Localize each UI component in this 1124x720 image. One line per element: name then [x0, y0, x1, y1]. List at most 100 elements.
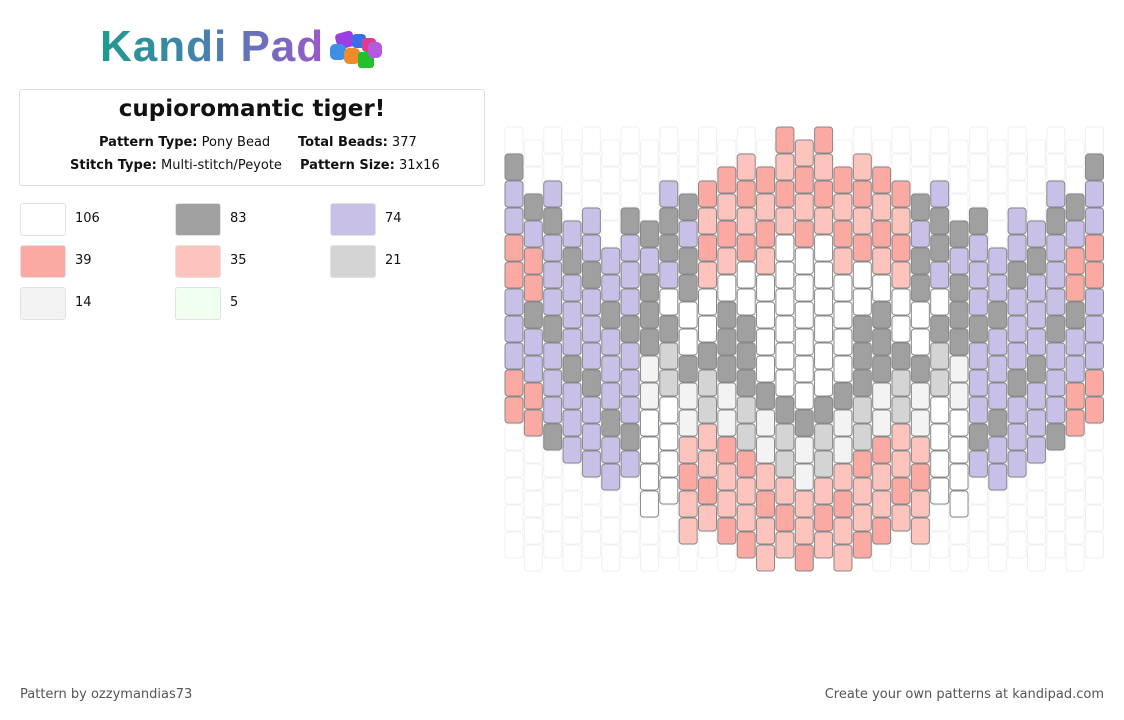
empty-bead — [1007, 504, 1027, 532]
bead — [794, 463, 814, 491]
bead — [736, 153, 756, 181]
empty-bead — [988, 517, 1008, 545]
bead — [639, 301, 659, 329]
empty-bead — [1085, 531, 1104, 559]
site-link[interactable]: Create your own patterns at kandipad.com — [824, 687, 1104, 702]
bead — [968, 423, 988, 451]
bead — [910, 463, 930, 491]
bead — [833, 220, 853, 248]
bead — [930, 261, 950, 289]
info-label: Stitch Type: — [70, 158, 157, 173]
empty-bead — [930, 504, 950, 532]
bead — [659, 288, 679, 316]
bead — [775, 126, 795, 154]
bead — [833, 193, 853, 221]
empty-bead — [581, 504, 601, 532]
bead — [930, 342, 950, 370]
bead — [756, 463, 776, 491]
logo[interactable]: Kandi Pad — [100, 22, 325, 71]
bead — [775, 288, 795, 316]
bead — [833, 517, 853, 545]
bead — [620, 396, 640, 424]
bead — [794, 328, 814, 356]
bead — [852, 531, 872, 559]
empty-bead — [717, 544, 737, 572]
empty-bead — [1046, 504, 1066, 532]
bead — [988, 436, 1008, 464]
color-count: 21 — [385, 253, 402, 268]
empty-bead — [988, 166, 1008, 194]
empty-bead — [523, 436, 543, 464]
empty-bead — [543, 450, 563, 478]
empty-bead — [1085, 423, 1104, 451]
bead — [698, 423, 717, 451]
bead — [620, 423, 640, 451]
empty-bead — [581, 531, 601, 559]
bead — [698, 288, 717, 316]
bead — [910, 355, 930, 383]
bead — [968, 342, 988, 370]
bead — [717, 193, 737, 221]
bead — [852, 288, 872, 316]
color-count: 106 — [75, 211, 100, 226]
bead — [678, 382, 698, 410]
bead — [1085, 207, 1104, 235]
empty-bead — [949, 544, 969, 572]
bead — [949, 436, 969, 464]
bead — [678, 409, 698, 437]
bead — [891, 477, 911, 505]
bead — [736, 261, 756, 289]
bead — [581, 369, 601, 397]
info-value: 377 — [391, 135, 417, 150]
bead — [1007, 369, 1027, 397]
bead — [1085, 234, 1104, 262]
bead — [678, 274, 698, 302]
bead — [698, 207, 717, 235]
empty-bead — [1046, 531, 1066, 559]
bead — [949, 328, 969, 356]
bead — [1007, 234, 1027, 262]
bead — [639, 463, 659, 491]
bead — [581, 207, 601, 235]
info-item: Total Beads: 377 — [298, 135, 417, 150]
empty-bead — [678, 544, 698, 572]
bead — [968, 369, 988, 397]
bead — [717, 517, 737, 545]
bead — [833, 328, 853, 356]
empty-bead — [988, 490, 1008, 518]
empty-bead — [1007, 531, 1027, 559]
empty-bead — [1007, 180, 1027, 208]
empty-bead — [1065, 490, 1085, 518]
empty-bead — [988, 544, 1008, 572]
bead — [1065, 247, 1085, 275]
empty-bead — [698, 153, 717, 181]
bead — [794, 193, 814, 221]
bead — [678, 193, 698, 221]
bead — [1026, 274, 1046, 302]
bead — [910, 436, 930, 464]
bead — [814, 450, 834, 478]
bead — [1026, 328, 1046, 356]
bead — [698, 477, 717, 505]
bead — [814, 261, 834, 289]
bead — [968, 396, 988, 424]
empty-bead — [523, 139, 543, 167]
bead — [562, 220, 582, 248]
bead — [910, 517, 930, 545]
empty-bead — [949, 166, 969, 194]
empty-bead — [1007, 477, 1027, 505]
bead — [1046, 288, 1066, 316]
info-label: Total Beads: — [298, 135, 388, 150]
color-swatch — [175, 203, 221, 236]
bead — [698, 261, 717, 289]
empty-bead — [639, 193, 659, 221]
bead — [678, 355, 698, 383]
empty-bead — [1065, 139, 1085, 167]
empty-bead — [601, 517, 621, 545]
bead — [1007, 396, 1027, 424]
empty-bead — [1007, 126, 1027, 154]
bead — [1046, 342, 1066, 370]
bead — [504, 207, 524, 235]
bead — [756, 490, 776, 518]
bead — [910, 220, 930, 248]
